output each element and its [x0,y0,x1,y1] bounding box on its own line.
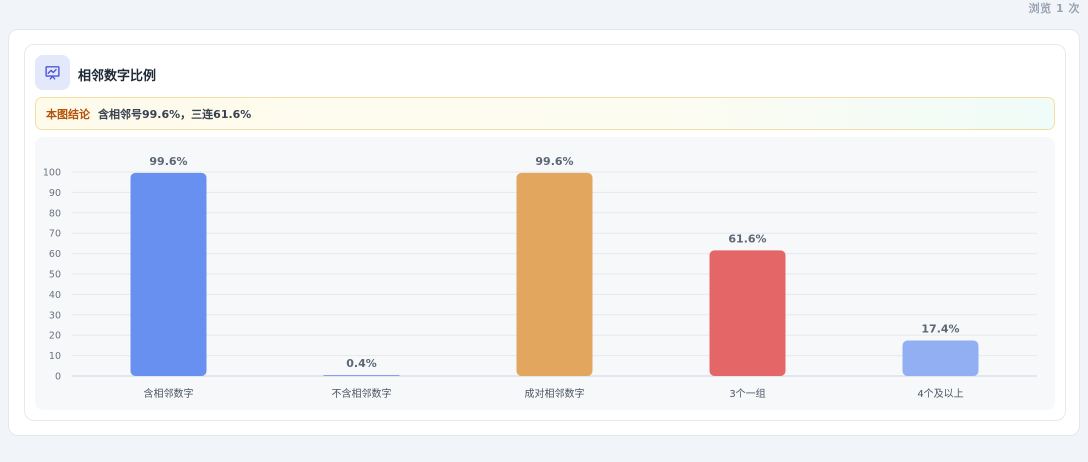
outer-panel: 相邻数字比例 本图结论 含相邻号99.6%，三连61.6% 0 10 20 30 40 5… [8,29,1080,436]
x-tick-label: 3个一组 [729,387,765,400]
bar-2[interactable] [323,375,400,376]
x-tick-label: 4个及以上 [917,388,963,400]
y-tick-label: 70 [49,229,61,240]
bar-5[interactable] [902,340,979,376]
y-tick-label: 0 [55,372,61,383]
plot-area: 0 10 20 30 40 50 60 70 80 90 100 99.6% 0.4% 99.6% 61.… [35,137,1055,410]
y-tick-label: 40 [49,290,61,301]
bar-1[interactable] [130,172,207,376]
data-label: 61.6% [728,232,766,245]
data-label: 0.4% [346,357,377,370]
presentation-chart-icon [35,55,70,90]
bar-3[interactable] [516,172,593,376]
data-label: 99.6% [149,155,187,168]
y-tick-label: 60 [49,249,61,260]
y-tick-label: 30 [49,310,61,321]
conclusion-tag: 本图结论 [46,107,90,121]
y-tick-label: 20 [49,331,61,342]
conclusion-banner: 本图结论 含相邻号99.6%，三连61.6% [35,97,1055,130]
chart-card: 相邻数字比例 本图结论 含相邻号99.6%，三连61.6% 0 10 20 30 40 5… [24,44,1066,421]
bar-4[interactable] [709,250,786,376]
data-label: 17.4% [921,323,959,336]
conclusion-text: 含相邻号99.6%，三连61.6% [98,107,252,121]
data-label: 99.6% [535,155,573,168]
x-tick-label: 成对相邻数字 [525,387,585,400]
x-tick-label: 含相邻数字 [144,387,194,400]
bar-chart: 0 10 20 30 40 50 60 70 80 90 100 99.6% 0.4% 99.6% 61.… [43,155,1037,400]
y-tick-label: 50 [49,270,61,281]
y-tick-label: 90 [49,188,61,199]
view-count: 浏览 1 次 [1028,2,1080,15]
y-tick-label: 10 [49,351,61,362]
y-tick-label: 100 [43,168,61,179]
y-tick-label: 80 [49,208,61,219]
card-title: 相邻数字比例 [78,69,157,84]
x-tick-label: 不含相邻数字 [332,387,392,400]
